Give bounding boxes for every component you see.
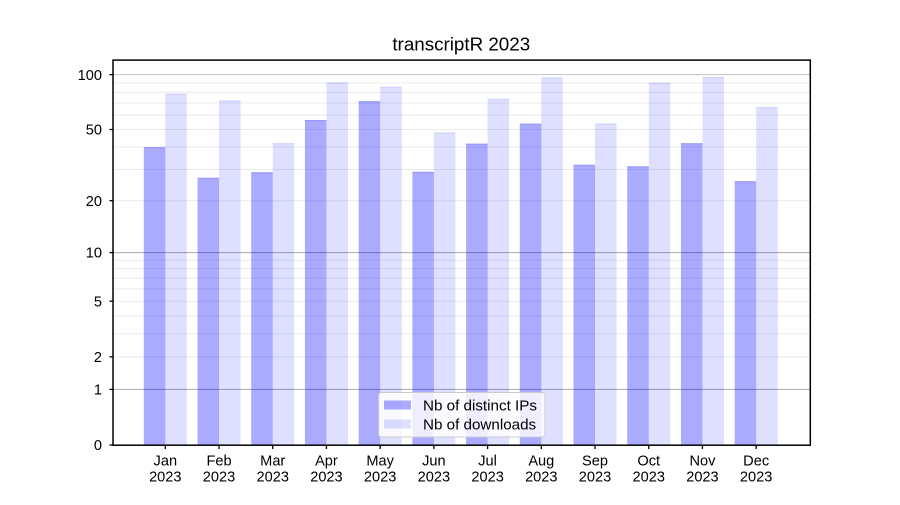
svg-text:2023: 2023: [149, 469, 181, 485]
svg-text:May: May: [366, 454, 394, 470]
svg-text:10: 10: [86, 246, 102, 262]
svg-text:Aug: Aug: [528, 454, 554, 470]
svg-text:2023: 2023: [471, 469, 503, 485]
svg-text:Nb of distinct IPs: Nb of distinct IPs: [423, 397, 537, 414]
svg-text:Oct: Oct: [637, 454, 660, 470]
svg-text:Jun: Jun: [422, 454, 446, 470]
svg-text:2023: 2023: [633, 469, 665, 485]
svg-text:2023: 2023: [203, 469, 235, 485]
svg-text:5: 5: [94, 294, 102, 310]
svg-text:Jan: Jan: [154, 454, 178, 470]
svg-text:2023: 2023: [686, 469, 718, 485]
svg-text:2: 2: [94, 350, 102, 366]
svg-text:Jul: Jul: [478, 454, 497, 470]
svg-text:20: 20: [86, 194, 102, 210]
svg-text:50: 50: [86, 123, 102, 139]
svg-text:2023: 2023: [525, 469, 557, 485]
svg-text:Nb of downloads: Nb of downloads: [423, 416, 537, 433]
svg-text:Sep: Sep: [582, 454, 608, 470]
svg-text:2023: 2023: [364, 469, 396, 485]
svg-text:100: 100: [78, 68, 102, 84]
svg-text:Dec: Dec: [743, 454, 769, 470]
svg-text:2023: 2023: [310, 469, 342, 485]
svg-text:transcriptR 2023: transcriptR 2023: [392, 34, 530, 55]
svg-text:Nov: Nov: [689, 454, 716, 470]
svg-text:Apr: Apr: [315, 454, 338, 470]
svg-text:Feb: Feb: [206, 454, 231, 470]
svg-text:2023: 2023: [418, 469, 450, 485]
svg-text:Mar: Mar: [260, 454, 285, 470]
svg-text:2023: 2023: [740, 469, 772, 485]
svg-text:2023: 2023: [256, 469, 288, 485]
svg-text:1: 1: [94, 382, 102, 398]
svg-text:0: 0: [94, 438, 102, 454]
svg-text:2023: 2023: [579, 469, 611, 485]
